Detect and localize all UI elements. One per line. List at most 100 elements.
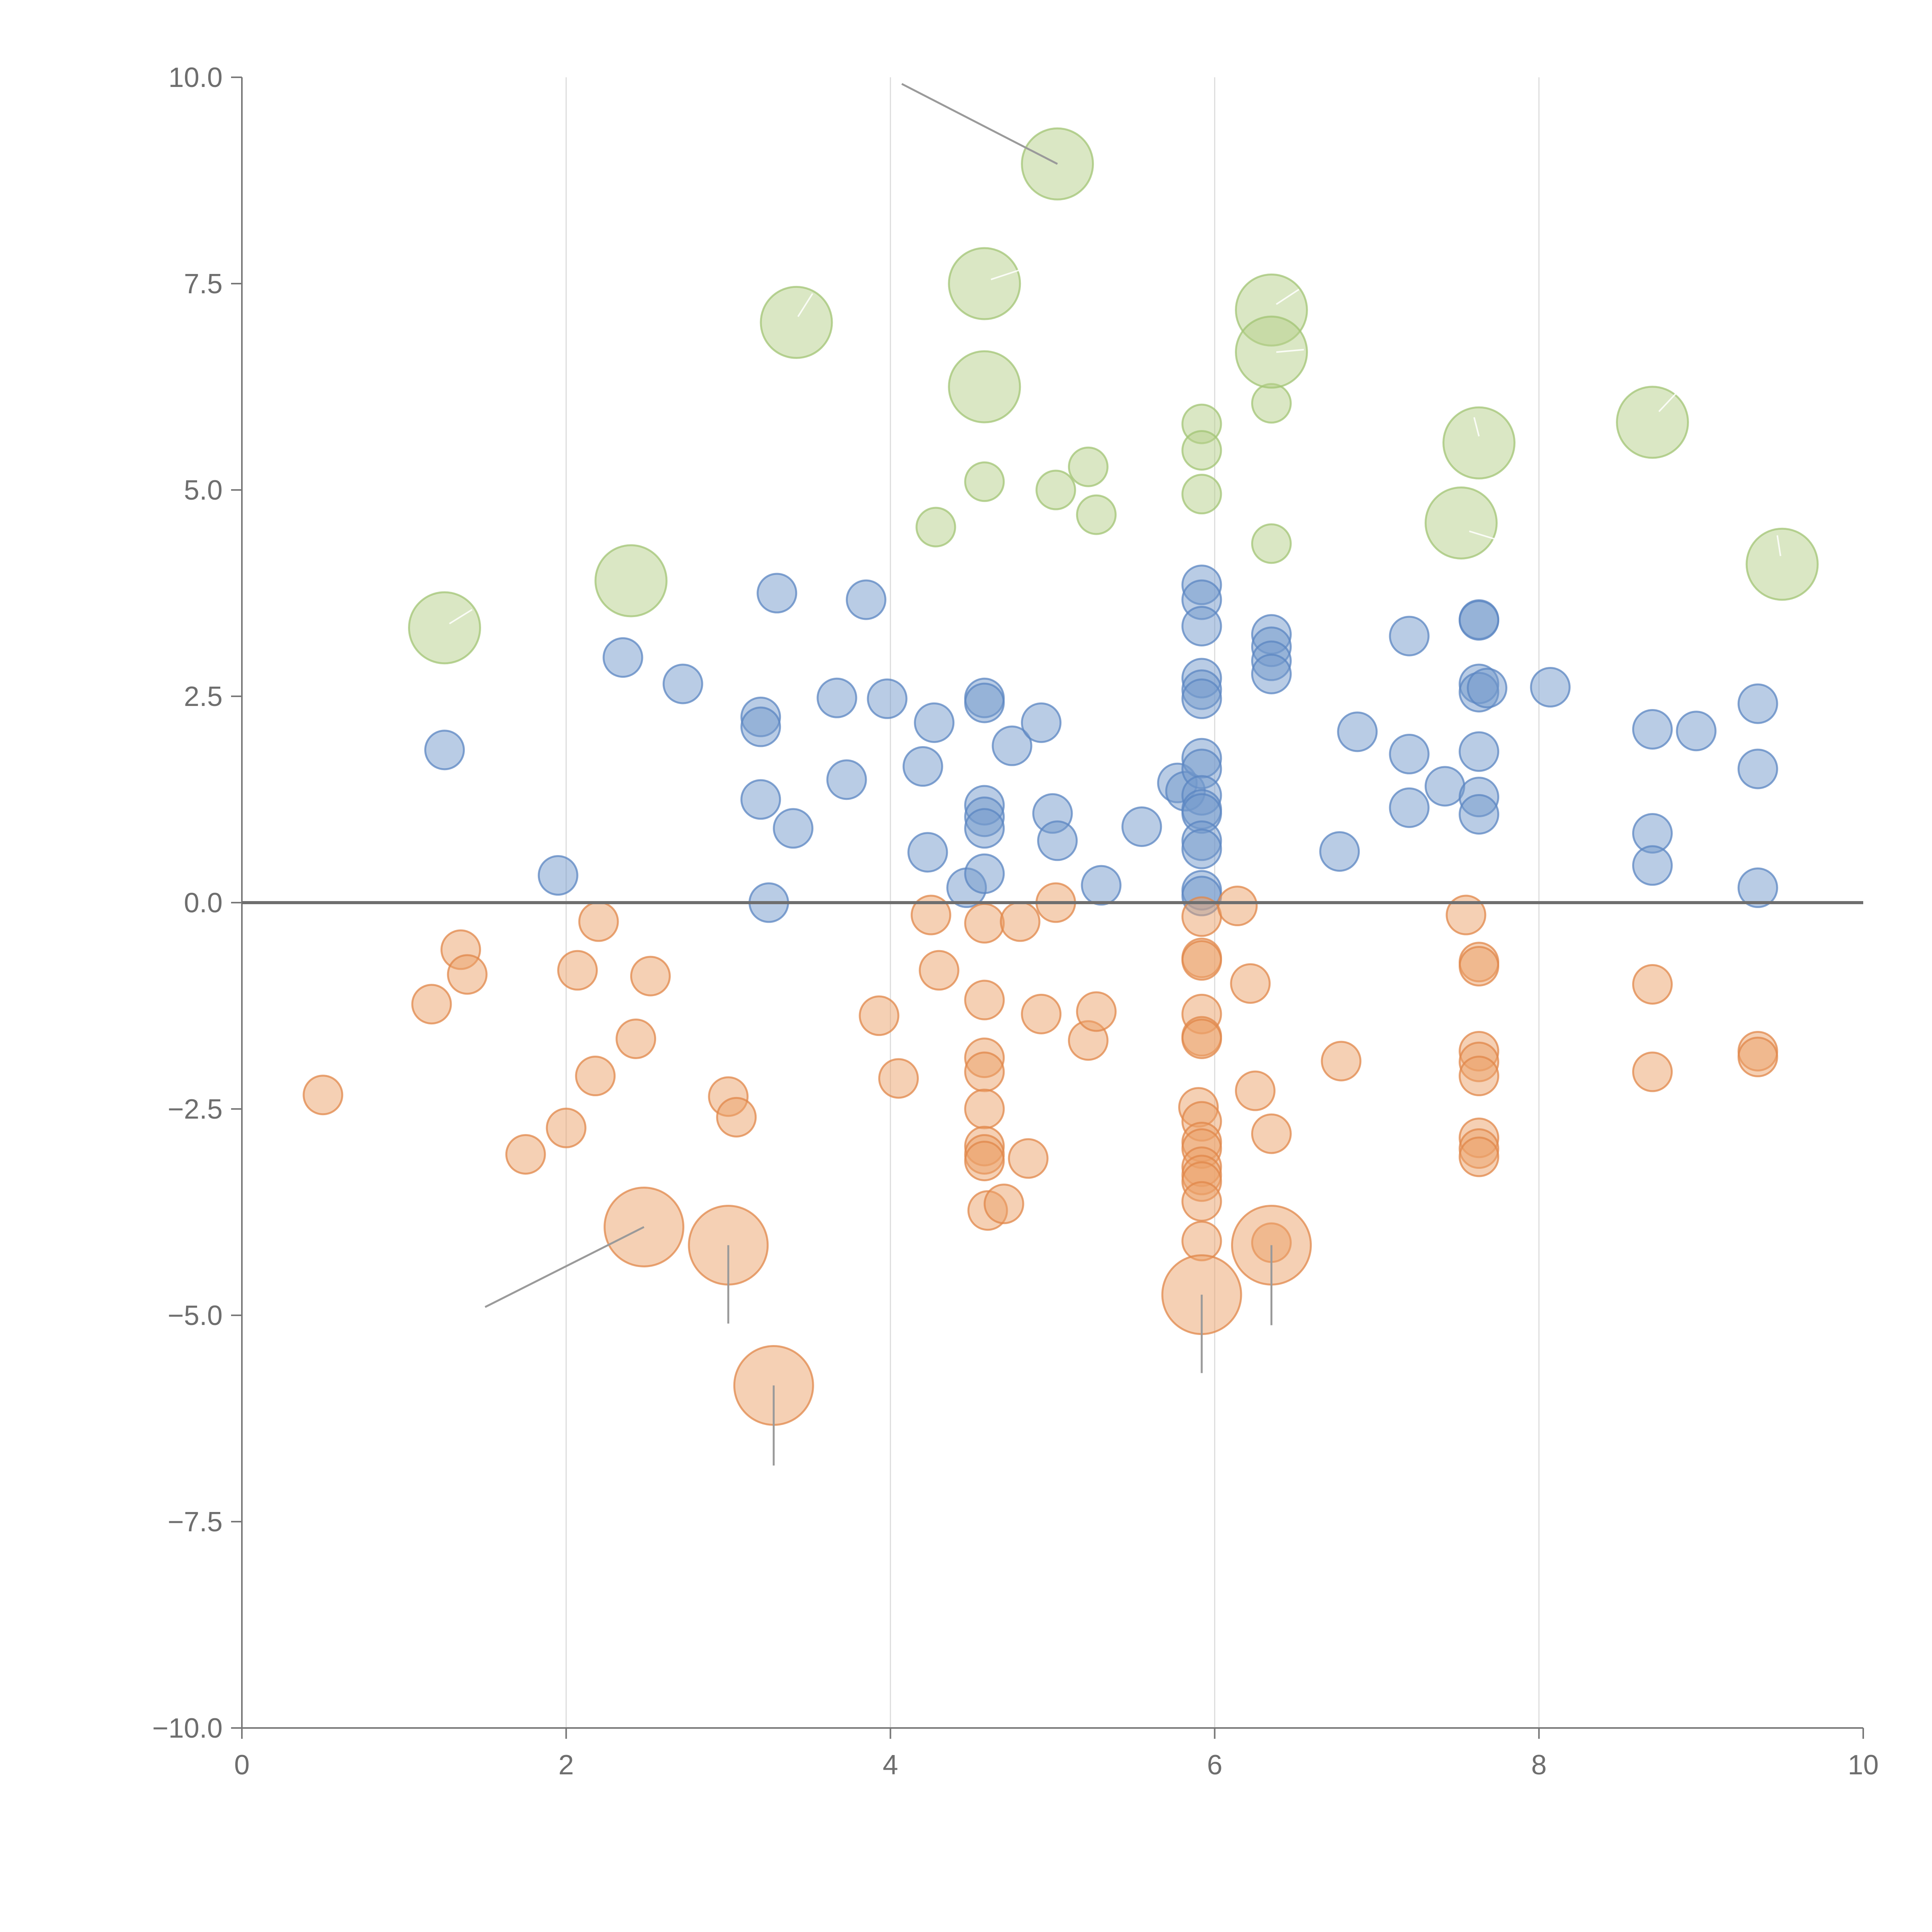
data-point-negative (1737, 1036, 1778, 1077)
data-point-highlight-positive (1076, 494, 1117, 535)
data-point-positive (1459, 794, 1500, 835)
data-point-highlight-positive (1251, 383, 1292, 424)
data-point-positive (1530, 667, 1571, 708)
inner-mark (1469, 530, 1510, 544)
data-point-large-positive (408, 591, 481, 665)
data-point-highlight-positive (964, 461, 1005, 502)
data-point-positive (740, 706, 781, 747)
inner-mark (449, 609, 473, 624)
data-point-positive (964, 853, 1005, 894)
inner-mark (797, 293, 813, 317)
data-point-negative (1021, 993, 1062, 1034)
data-point-positive (1737, 867, 1778, 908)
data-point-positive (1181, 605, 1222, 646)
data-point-highlight-positive (915, 507, 956, 548)
data-point-positive (964, 808, 1005, 849)
data-point-positive (1424, 766, 1465, 807)
data-point-large-positive (1424, 486, 1498, 560)
data-point-negative (1459, 946, 1500, 986)
data-point-highlight-positive (1181, 474, 1222, 515)
data-point-negative (1181, 1018, 1222, 1059)
data-point-negative (964, 903, 1005, 944)
x-tick-label: 4 (883, 1750, 898, 1781)
data-point-negative (505, 1134, 546, 1175)
data-point-large-positive (594, 544, 668, 617)
x-tick-label: 8 (1531, 1750, 1547, 1781)
data-point-negative (411, 984, 452, 1025)
data-point-highlight-positive (1181, 430, 1222, 471)
data-point-negative (964, 1051, 1005, 1092)
data-point-positive (1121, 806, 1162, 847)
data-point-negative (1008, 1138, 1049, 1179)
data-point-negative (716, 1097, 757, 1138)
leader-line (485, 1226, 645, 1308)
data-point-negative (578, 901, 619, 942)
inner-mark (1473, 417, 1480, 437)
data-point-large-positive (1442, 406, 1516, 480)
data-point-negative (1459, 1136, 1500, 1177)
data-point-negative (616, 1018, 656, 1059)
data-point-negative (1446, 895, 1486, 935)
data-point-positive (1459, 600, 1500, 641)
data-point-positive (914, 702, 955, 743)
data-point-highlight-positive (1251, 523, 1292, 564)
data-point-negative (557, 950, 598, 991)
data-point-negative (964, 1141, 1005, 1182)
y-tick-label: −10.0 (152, 1713, 223, 1744)
data-point-negative (575, 1056, 616, 1097)
y-tick-label: 5.0 (184, 475, 223, 506)
data-point-positive (1737, 748, 1778, 789)
inner-mark (1276, 289, 1299, 305)
inner-mark (990, 268, 1024, 281)
data-point-positive (424, 730, 465, 770)
data-point-large-positive (1616, 386, 1689, 459)
data-points (303, 127, 1819, 1426)
data-point-negative (1459, 1056, 1500, 1097)
data-point-negative (964, 1088, 1005, 1129)
inner-mark (1276, 349, 1304, 353)
data-point-negative (859, 995, 900, 1036)
data-point-negative (983, 1184, 1024, 1225)
data-point-large-positive (1745, 527, 1819, 601)
data-point-positive (1021, 702, 1062, 743)
leader-line (901, 83, 1058, 165)
data-point-positive (816, 677, 857, 718)
data-point-positive (1389, 616, 1430, 656)
data-point-negative (964, 980, 1005, 1020)
inner-mark (1776, 535, 1781, 556)
x-tick-label: 10 (1848, 1750, 1879, 1781)
data-point-positive (1319, 831, 1360, 872)
data-point-positive (845, 579, 886, 620)
data-point-positive (867, 678, 908, 719)
y-tick-label: 10.0 (168, 62, 223, 93)
data-point-positive (1081, 865, 1122, 906)
data-point-positive (964, 682, 1005, 723)
data-point-positive (1337, 711, 1378, 752)
data-point-positive (902, 746, 943, 787)
data-point-positive (740, 779, 781, 820)
data-point-large-positive (760, 286, 833, 359)
data-point-positive (773, 808, 814, 849)
x-tick-label: 0 (234, 1750, 250, 1781)
data-point-negative (1181, 940, 1222, 981)
y-tick-label: 7.5 (184, 269, 223, 299)
inner-mark (1658, 390, 1679, 412)
data-point-positive (1467, 668, 1508, 709)
data-point-highlight-positive (1035, 469, 1076, 510)
data-point-positive (907, 832, 948, 873)
data-point-positive (992, 725, 1032, 766)
y-tick-label: 0.0 (184, 888, 223, 918)
data-point-large-positive (948, 247, 1021, 320)
data-point-large-positive (948, 350, 1021, 423)
y-tick-label: −2.5 (168, 1094, 223, 1125)
data-point-positive (1459, 731, 1500, 772)
data-point-negative (630, 956, 671, 997)
data-point-negative (1321, 1041, 1362, 1082)
data-point-negative (1632, 964, 1673, 1005)
data-point-negative (918, 950, 959, 991)
data-point-positive (1037, 820, 1078, 861)
data-point-positive (1389, 787, 1430, 828)
data-point-positive (537, 855, 578, 896)
y-tick-label: 2.5 (184, 681, 223, 712)
